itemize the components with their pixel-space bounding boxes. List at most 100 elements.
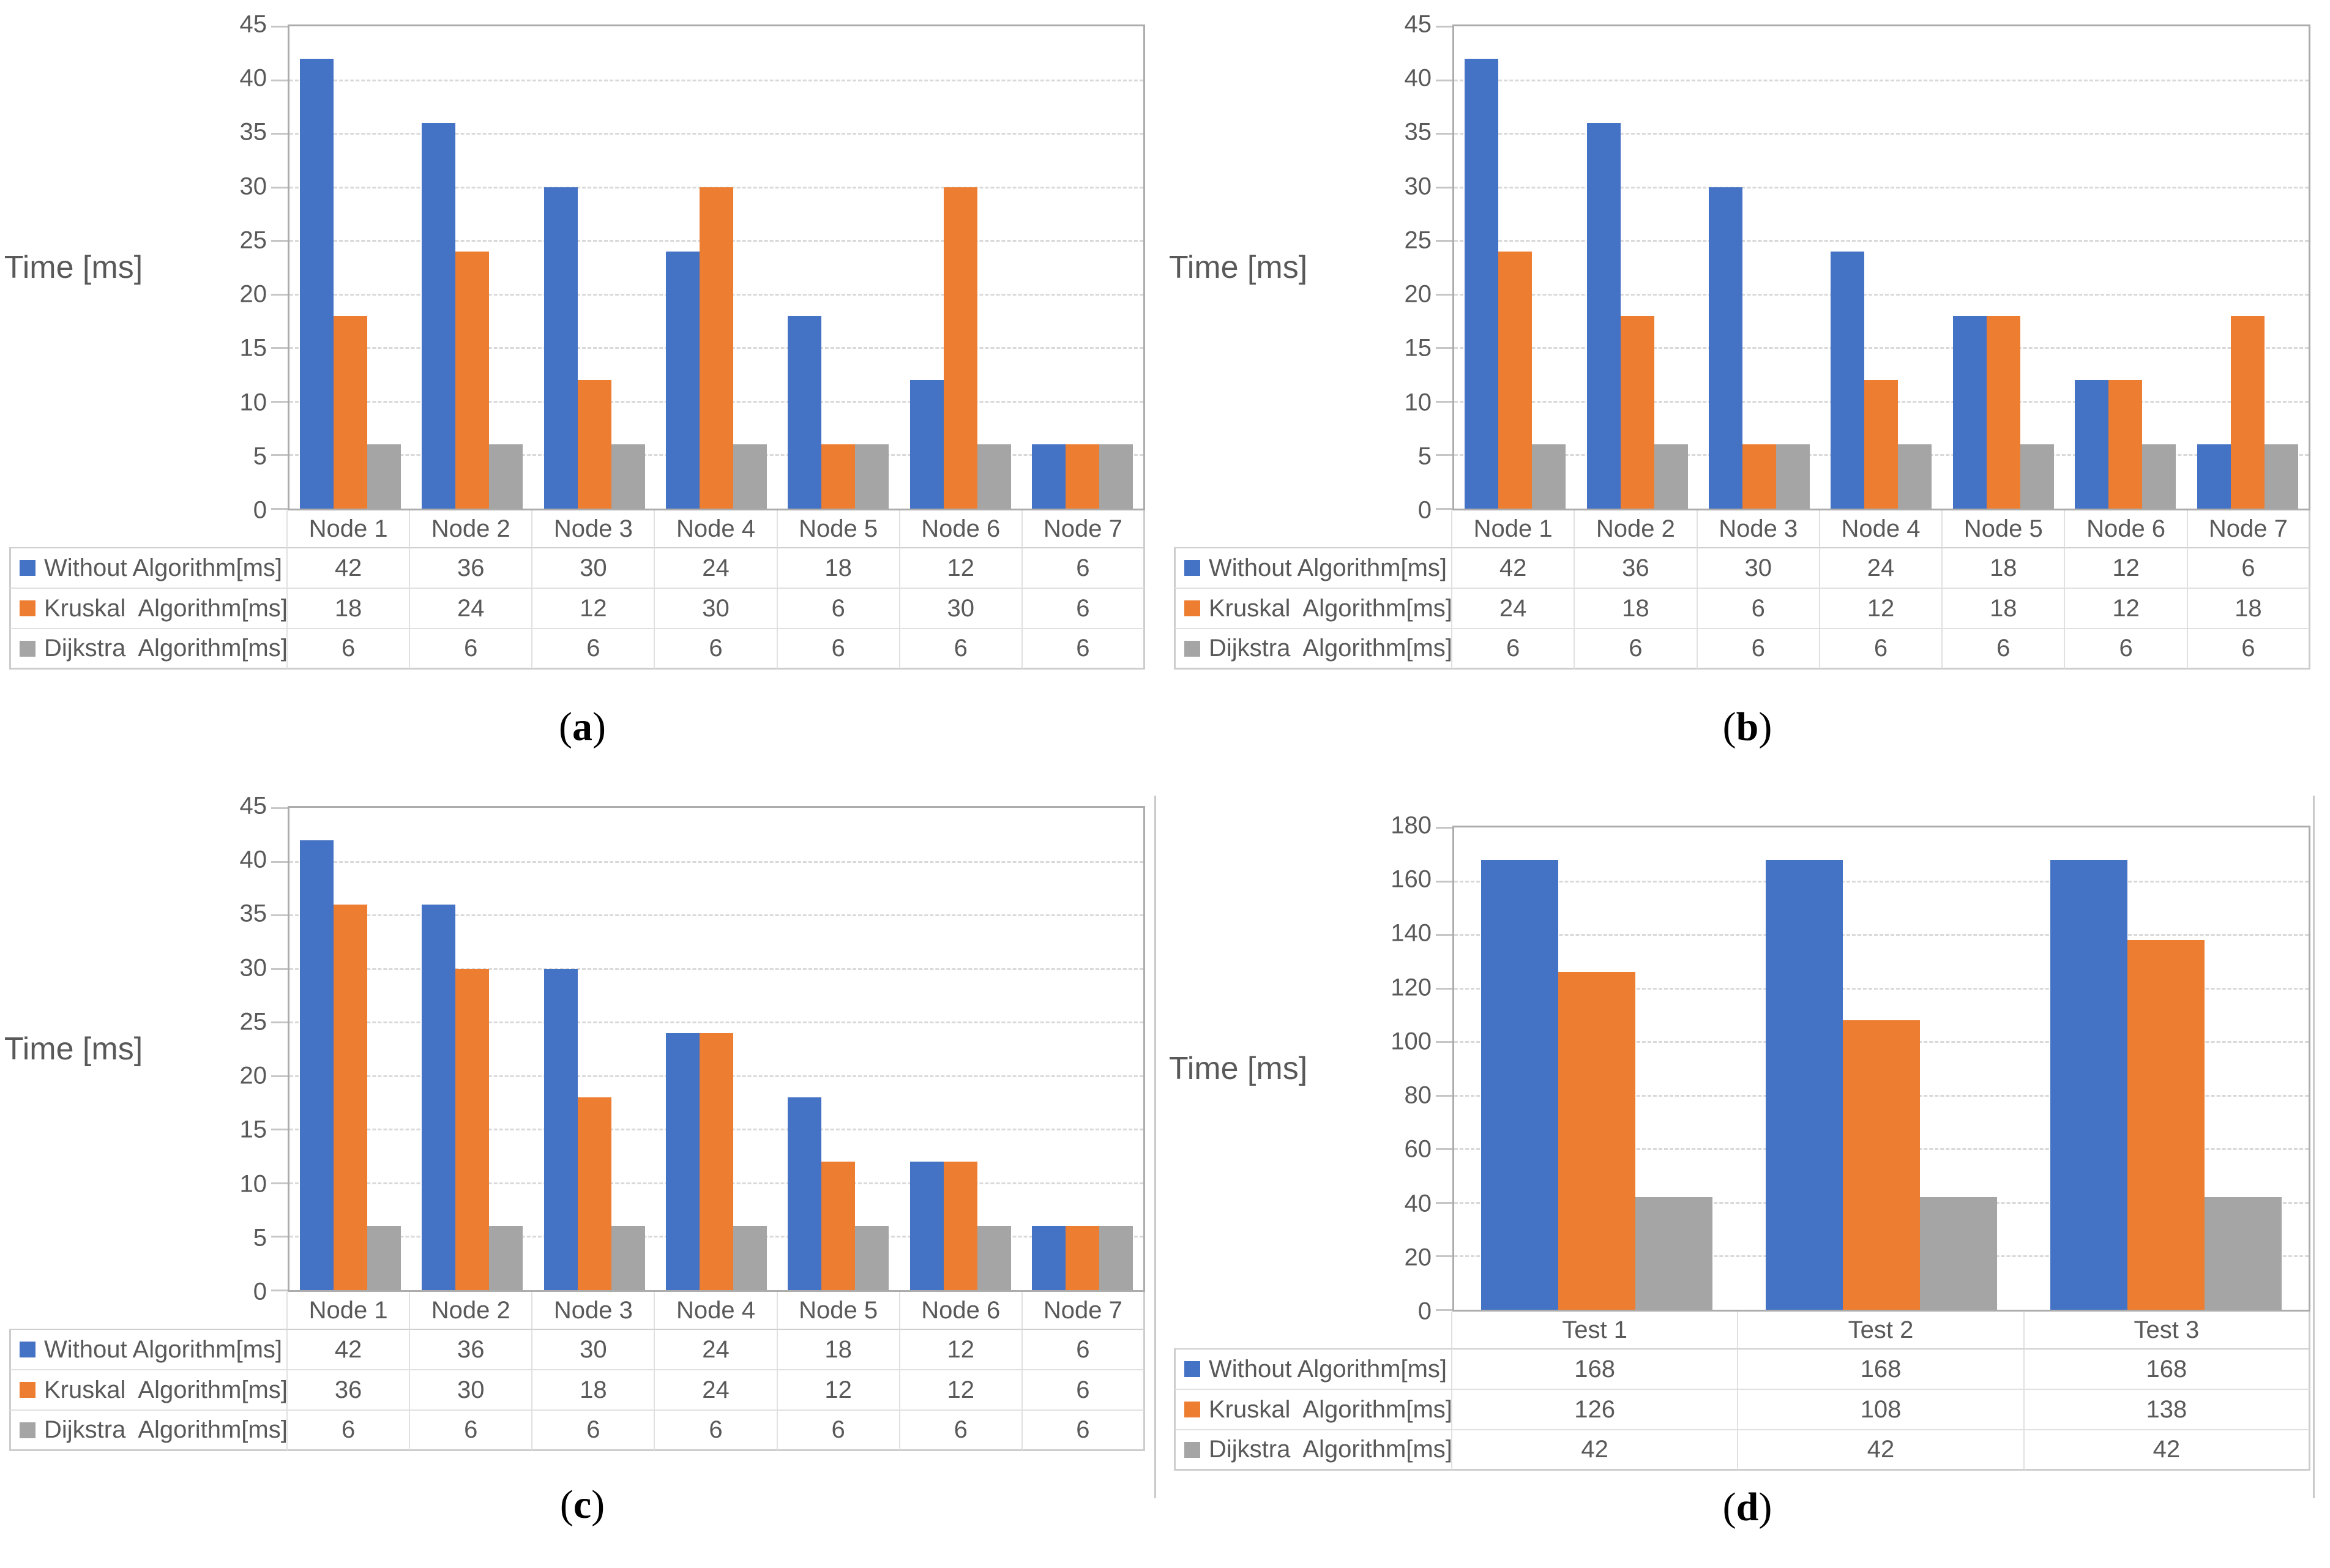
y-tick-mark (1436, 1255, 1452, 1258)
value-cell: 6 (288, 629, 411, 670)
gridline (289, 133, 1143, 135)
x-category-column (777, 26, 899, 509)
y-tick-mark (1436, 26, 1452, 28)
table-header-cell: Node 3 (532, 1292, 655, 1330)
gridline (289, 968, 1143, 970)
y-tick-mark (1436, 79, 1452, 81)
caption-letter: d (1736, 1485, 1759, 1529)
value-cell: 18 (1575, 589, 1698, 629)
bar-group (543, 808, 645, 1290)
value-cell: 24 (655, 1370, 778, 1411)
legend-cell: Without Algorithm[ms] (1174, 548, 1452, 589)
y-tick-label: 80 (1404, 1081, 1432, 1109)
x-category-column (534, 26, 655, 509)
y-tick-label: 0 (253, 496, 267, 524)
bar-group (788, 26, 889, 509)
caption-paren-close: ) (592, 704, 606, 749)
y-axis-ticks: 45 40 35 30 25 20 15 10 5 0 (1312, 11, 1452, 524)
y-tick-label: 180 (1391, 812, 1432, 839)
gridline (1454, 133, 2309, 135)
y-tick-mark (1436, 827, 1452, 829)
value-cell: 12 (2065, 589, 2188, 629)
value-cell: 6 (1022, 548, 1145, 589)
legend-swatch (1184, 640, 1200, 657)
value-cell: 42 (2024, 1430, 2310, 1471)
caption-letter: a (572, 704, 592, 749)
x-category-column (2024, 827, 2309, 1310)
value-cell: 18 (2187, 589, 2310, 629)
value-cell: 6 (532, 1411, 655, 1451)
bar-kruskal-3 (1742, 444, 1777, 509)
x-category-column (777, 808, 899, 1290)
bar-dijkstra-5 (855, 1225, 889, 1290)
series-label: Kruskal Algorithm[ms] (44, 1376, 288, 1403)
bar-group (665, 26, 767, 509)
value-cell: 6 (1022, 1370, 1145, 1411)
value-cell: 24 (655, 548, 778, 589)
series-label: Dijkstra Algorithm[ms] (44, 635, 288, 662)
y-tick-label: 140 (1391, 919, 1432, 947)
chart-area: Time [ms] 45 40 35 30 25 20 15 10 5 0 (0, 11, 1165, 524)
y-tick-label: 25 (239, 226, 267, 254)
value-cell: 6 (1022, 589, 1145, 629)
table-corner-spacer (9, 1292, 288, 1330)
value-cell: 36 (288, 1370, 411, 1411)
value-cell: 12 (2065, 548, 2188, 589)
value-cell: 18 (288, 589, 411, 629)
bar-without-2 (422, 904, 456, 1290)
panel-caption: (c) (0, 1482, 1165, 1528)
y-tick-label: 10 (239, 1170, 267, 1198)
gridline (1454, 293, 2309, 296)
legend-cell: Kruskal Algorithm[ms] (1174, 589, 1452, 629)
legend-cell: Without Algorithm[ms] (9, 548, 288, 589)
y-tick-mark (1436, 1201, 1452, 1204)
value-cell: 6 (410, 629, 533, 670)
y-tick-label: 20 (1404, 1244, 1432, 1271)
table-corner-spacer (1174, 510, 1452, 548)
bar-without-3 (543, 187, 578, 509)
x-category-column (1576, 26, 1698, 509)
bar-kruskal-3 (577, 379, 611, 509)
y-tick-mark (1436, 880, 1452, 883)
series-label: Dijkstra Algorithm[ms] (1209, 1436, 1452, 1463)
x-category-column (1454, 827, 1739, 1310)
y-tick-label: 35 (239, 900, 267, 927)
value-cell: 42 (288, 548, 411, 589)
legend-swatch (1184, 560, 1200, 576)
value-cell: 6 (777, 1411, 900, 1451)
bar-group (1952, 26, 2054, 509)
value-cell: 24 (410, 589, 533, 629)
value-cell: 12 (532, 589, 655, 629)
y-tick-mark (271, 1290, 288, 1291)
legend-swatch (20, 600, 35, 616)
y-tick-label: 0 (1417, 1297, 1432, 1325)
y-tick-mark (1436, 400, 1452, 403)
bar-group (543, 26, 645, 509)
bar-group (422, 26, 523, 509)
y-tick-mark (271, 1021, 288, 1024)
y-tick-label: 5 (1417, 442, 1432, 470)
bar-group (788, 808, 889, 1290)
y-tick-mark (271, 293, 288, 296)
y-tick-label: 120 (1391, 974, 1432, 1001)
series-label: Kruskal Algorithm[ms] (1209, 1395, 1452, 1423)
bar-dijkstra-3 (611, 1225, 645, 1290)
bar-kruskal-5 (821, 444, 856, 509)
caption-paren-close: ) (1758, 704, 1772, 749)
series-label: Without Algorithm[ms] (44, 1335, 283, 1363)
data-table: Node 1 Node 2 Node 3 Node 4 Node 5 Node 6 Node… (9, 1292, 1145, 1451)
plot-area (1436, 826, 2310, 1312)
bar-group (300, 26, 401, 509)
legend-cell: Without Algorithm[ms] (9, 1330, 288, 1370)
data-table: Test 1 Test 2 Test 3 Without Algorithm[ms] 1… (1174, 1312, 2310, 1471)
value-cell: 42 (1452, 1430, 1739, 1471)
value-cell: 36 (410, 548, 533, 589)
value-cell: 6 (900, 1411, 1023, 1451)
bar-group (1031, 808, 1133, 1290)
y-tick-label: 10 (1404, 389, 1432, 416)
bar-kruskal-1 (1558, 972, 1635, 1310)
y-tick-mark (1436, 454, 1452, 457)
table-corner-spacer (1174, 1312, 1452, 1350)
bar-without-2 (1586, 122, 1621, 509)
